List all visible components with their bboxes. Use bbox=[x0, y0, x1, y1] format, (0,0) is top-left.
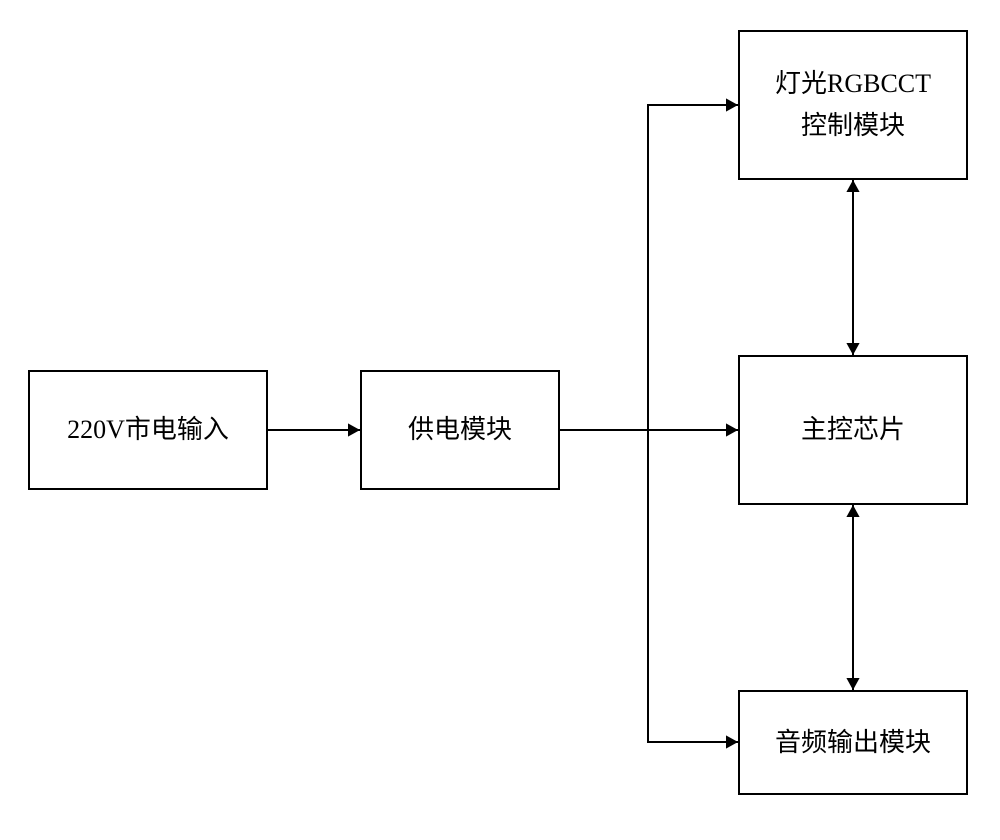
arrowhead-icon bbox=[348, 423, 360, 436]
diagram-canvas: 220V市电输入供电模块 灯光RGBCCT 控制模块主控芯片音频输出模块 bbox=[0, 0, 1000, 840]
node-audio: 音频输出模块 bbox=[738, 690, 968, 795]
node-mcu: 主控芯片 bbox=[738, 355, 968, 505]
arrowhead-icon bbox=[726, 98, 738, 111]
arrowhead-icon bbox=[846, 180, 859, 192]
edge-power-audio bbox=[648, 430, 738, 742]
arrowhead-icon bbox=[846, 678, 859, 690]
arrowhead-icon bbox=[726, 423, 738, 436]
node-power: 供电模块 bbox=[360, 370, 560, 490]
edge-power-rgbcct bbox=[648, 105, 738, 430]
node-rgbcct: 灯光RGBCCT 控制模块 bbox=[738, 30, 968, 180]
arrowhead-icon bbox=[846, 505, 859, 517]
arrowhead-icon bbox=[846, 343, 859, 355]
arrowhead-icon bbox=[726, 735, 738, 748]
node-mains: 220V市电输入 bbox=[28, 370, 268, 490]
